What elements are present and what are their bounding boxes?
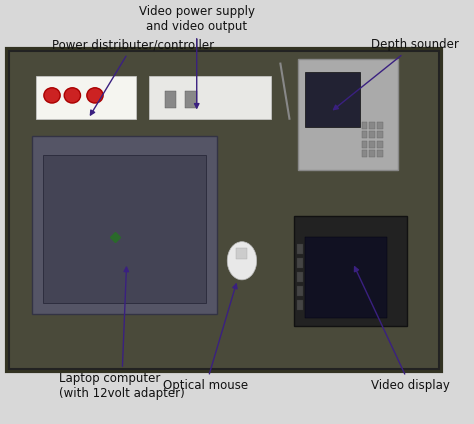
Bar — [297, 286, 302, 296]
Bar — [377, 141, 383, 148]
Text: Power distributer/controller: Power distributer/controller — [52, 38, 214, 115]
Bar — [36, 76, 136, 119]
Bar — [9, 51, 438, 369]
Bar — [362, 150, 367, 157]
Bar — [305, 72, 360, 127]
Bar — [165, 91, 176, 108]
Bar — [377, 150, 383, 157]
Text: Video display: Video display — [355, 267, 450, 392]
Bar — [370, 141, 375, 148]
Bar — [362, 122, 367, 129]
Bar — [362, 141, 367, 148]
Bar — [236, 248, 247, 259]
Bar — [297, 258, 302, 268]
Text: Optical mouse: Optical mouse — [163, 284, 248, 392]
Bar — [305, 237, 387, 318]
Bar — [185, 91, 197, 108]
Text: Laptop computer
(with 12volt adapter): Laptop computer (with 12volt adapter) — [59, 267, 184, 400]
Bar — [43, 155, 206, 303]
Bar — [149, 76, 271, 119]
Bar — [370, 131, 375, 138]
Bar — [370, 122, 375, 129]
Text: Video power supply
and video output: Video power supply and video output — [139, 5, 255, 108]
Bar — [377, 122, 383, 129]
Bar — [299, 59, 398, 170]
Bar — [362, 131, 367, 138]
Bar — [370, 150, 375, 157]
Bar — [297, 300, 302, 310]
Circle shape — [44, 88, 60, 103]
Circle shape — [64, 88, 81, 103]
Text: Depth sounder: Depth sounder — [334, 38, 459, 110]
Bar — [297, 244, 302, 254]
Bar — [32, 136, 217, 314]
Ellipse shape — [227, 242, 256, 280]
Bar — [7, 49, 441, 371]
Bar — [294, 216, 407, 326]
Bar — [297, 272, 302, 282]
Bar — [377, 131, 383, 138]
Circle shape — [87, 88, 103, 103]
